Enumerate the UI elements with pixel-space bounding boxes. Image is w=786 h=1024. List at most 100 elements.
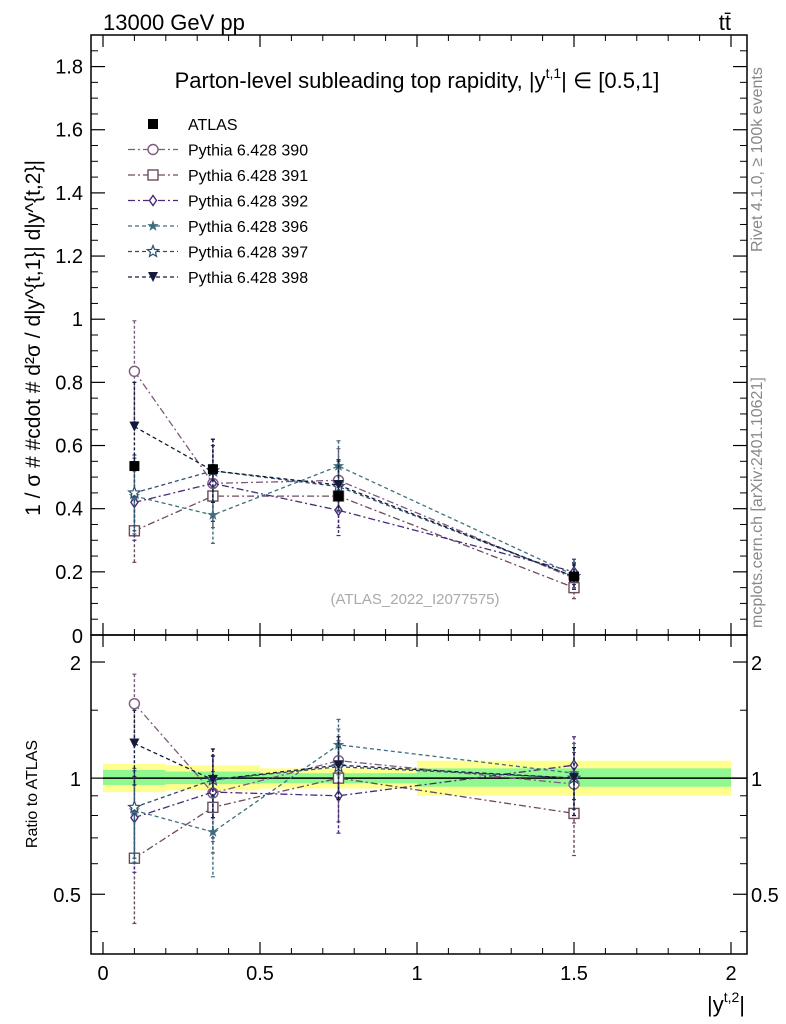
- main-series-p392: [130, 444, 579, 586]
- ratio-xtick-label: 2: [725, 963, 736, 985]
- mcplots-label: mcplots.cern.ch [arXiv:2401.10621]: [749, 377, 766, 628]
- ratio-ticks: 0.5 0.5 1 1 2 2 0 0.5 1 1.5 2: [53, 635, 779, 985]
- ratio-line-p392: [134, 764, 575, 819]
- main-line-p390: [133, 370, 575, 579]
- main-line-p396: [134, 465, 575, 576]
- ratio-xtick-label: 1: [411, 963, 422, 985]
- legend-label-ATLAS: ATLAS: [188, 117, 238, 134]
- main-point-ATLAS: [207, 464, 218, 475]
- main-point-ATLAS: [569, 571, 579, 582]
- main-series-ATLAS: [129, 461, 579, 582]
- main-ylabel: 1 / σ # #cdot # d²σ / d|y^{t,1}| d|y^{t,…: [22, 160, 45, 516]
- process-label: tt̄: [719, 10, 731, 35]
- main-point-p398: [333, 480, 344, 490]
- main-point-p396: [207, 509, 219, 520]
- legend-marker-p396: [147, 220, 159, 231]
- ratio-series-layer: [127, 673, 582, 925]
- legend-entry-p392: Pythia 6.428 392: [128, 194, 308, 211]
- ratio-ytick-label-left: 2: [70, 653, 81, 675]
- ratio-bands: [103, 760, 747, 796]
- ratio-point-p398: [207, 774, 218, 785]
- watermark: (ATLAS_2022_I2077575): [330, 591, 499, 608]
- main-ytick-label: 0.6: [55, 436, 83, 458]
- main-ytick-label: 0.4: [55, 499, 83, 521]
- x-axis-label: |yt,2|: [707, 989, 745, 1017]
- legend-entry-p397: Pythia 6.428 397: [128, 243, 308, 262]
- main-line-p391: [134, 495, 575, 589]
- ratio-point-p398: [333, 760, 344, 771]
- main-ytick-zero-label: 0: [72, 626, 83, 648]
- main-point-p390: [128, 365, 141, 378]
- legend-marker-p391: [147, 169, 159, 181]
- ratio-point-p398: [569, 773, 579, 784]
- energy-label: 13000 GeV pp: [103, 10, 245, 35]
- legend-marker-p390: [147, 143, 159, 156]
- ratio-ytick-label-left: 0.5: [53, 885, 81, 907]
- ratio-point-p396: [207, 826, 219, 837]
- ratio-ytick-label-left: 1: [70, 769, 81, 791]
- main-series-p398: [129, 381, 579, 590]
- ratio-series-p397: [127, 740, 582, 859]
- rivet-label: Rivet 4.1.0, ≥ 100k events: [749, 67, 766, 252]
- ratio-ytick-label-right: 1: [751, 769, 762, 791]
- main-ytick-label: 1.6: [55, 120, 83, 142]
- legend-entry-p396: Pythia 6.428 396: [128, 219, 308, 236]
- main-point-p398: [129, 421, 140, 432]
- ratio-ylabel: Ratio to ATLAS: [24, 740, 41, 848]
- ratio-line-p396: [134, 744, 575, 833]
- main-line-p397: [134, 470, 575, 578]
- ratio-xtick-label: 0.5: [246, 963, 274, 985]
- legend-marker-ATLAS: [148, 119, 158, 129]
- legend-marker-p398: [148, 272, 158, 282]
- ratio-point-p397: [127, 799, 142, 814]
- main-line-p398: [134, 426, 575, 578]
- main-series-p391: [128, 463, 580, 600]
- main-title-text: Parton-level subleading top rapidity, |y: [175, 68, 546, 93]
- ratio-point-p398: [129, 738, 140, 749]
- legend-entry-ATLAS: ATLAS: [148, 117, 238, 134]
- ratio-xtick-label: 0: [97, 963, 108, 985]
- main-ytick-label: 1.2: [55, 246, 83, 268]
- main-ytick-label: 1: [72, 309, 83, 331]
- ratio-ytick-label-right: 0.5: [751, 885, 779, 907]
- ratio-line-p398: [134, 742, 575, 781]
- main-title-tail: | ∈ [0.5,1]: [561, 68, 659, 93]
- legend: ATLAS Pythia 6.428 390 Pythia 6.428 391 Pyt…: [128, 117, 308, 287]
- ratio-series-p390: [128, 673, 580, 843]
- legend-label-p396: Pythia 6.428 396: [188, 219, 308, 236]
- x-axis-label-tail: |: [739, 992, 745, 1017]
- ratio-panel: 0.5 0.5 1 1 2 2 0 0.5 1 1.5 2 Ratio to ATLAS |yt,2…: [24, 634, 779, 1017]
- legend-label-p397: Pythia 6.428 397: [188, 245, 308, 262]
- main-series-p390: [128, 320, 580, 592]
- main-ytick-label: 1.8: [55, 57, 83, 79]
- ratio-point-p390: [128, 697, 141, 710]
- main-series-layer: [127, 320, 582, 600]
- main-ticks: 0.2 0.4 0.6 0.8 1 1.2 1.4 1.6 1.8 0: [55, 35, 747, 648]
- main-point-ATLAS: [129, 461, 140, 472]
- ratio-series-p398: [129, 709, 579, 819]
- main-ytick-label: 0.8: [55, 372, 83, 394]
- main-point-p397: [127, 485, 142, 500]
- legend-label-p392: Pythia 6.428 392: [188, 194, 308, 211]
- legend-entry-p390: Pythia 6.428 390: [128, 143, 308, 160]
- ratio-line-p390: [133, 703, 575, 794]
- legend-label-p391: Pythia 6.428 391: [188, 168, 308, 185]
- main-title-sup: t,1: [546, 65, 562, 81]
- legend-label-p398: Pythia 6.428 398: [188, 270, 308, 287]
- main-line-p392: [134, 482, 575, 573]
- main-panel: 0.2 0.4 0.6 0.8 1 1.2 1.4 1.6 1.8 0 (ATLAS_2022_I…: [22, 34, 748, 648]
- x-axis-label-sup: t,2: [724, 989, 740, 1005]
- legend-label-p390: Pythia 6.428 390: [188, 143, 308, 160]
- main-ytick-label: 1.4: [55, 183, 83, 205]
- legend-marker-p392: [148, 194, 158, 207]
- ratio-xtick-label: 1.5: [560, 963, 588, 985]
- legend-entry-p391: Pythia 6.428 391: [128, 168, 308, 185]
- legend-entry-p398: Pythia 6.428 398: [128, 270, 308, 287]
- main-point-ATLAS: [333, 491, 344, 502]
- x-axis-label-text: |y: [707, 992, 724, 1017]
- main-title: Parton-level subleading top rapidity, |y…: [175, 65, 660, 93]
- main-ytick-label: 0.2: [55, 562, 83, 584]
- ratio-frame: [90, 634, 748, 955]
- legend-marker-p397: [145, 243, 161, 258]
